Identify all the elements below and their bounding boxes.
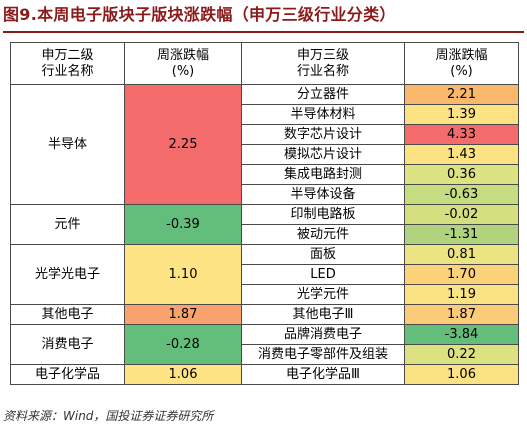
table-row: 半导体材料 1.39 [11, 104, 519, 125]
title-divider [3, 31, 524, 33]
level2-name-cell: 其他电子 [10, 304, 125, 325]
level2-name-cell: 电子化学品 [10, 364, 125, 385]
level3-change-cell: 4.33 [404, 124, 519, 145]
table-row: 光学光电子 1.10 面板 0.81 [10, 244, 519, 305]
level3-name-cell: 模拟芯片设计 [241, 144, 405, 165]
level3-change-cell: -0.02 [404, 204, 519, 225]
level3-name-cell: 光学元件 [241, 284, 405, 305]
level3-name-cell: 半导体材料 [241, 104, 405, 125]
level3-name-cell: 面板 [241, 244, 405, 265]
level2-change-cell: 1.06 [124, 364, 242, 385]
level3-name-cell: 被动元件 [241, 224, 405, 245]
level2-change-cell: -0.28 [124, 324, 242, 365]
level2-name-cell: 半导体 [10, 84, 125, 205]
table-row: 电子化学品 1.06 电子化学品Ⅲ 1.06 [10, 364, 519, 385]
level3-name-cell: 数字芯片设计 [241, 124, 405, 145]
level3-change-cell: 1.06 [404, 364, 519, 385]
level2-change-cell: 1.87 [124, 304, 242, 325]
level3-name-cell: 电子化学品Ⅲ [241, 364, 405, 385]
table-row: 半导体 2.25 分立器件 2.21 [10, 84, 519, 205]
industry-change-table: 申万二级 行业名称 周涨跌幅 (%) 申万三级 行业名称 周涨跌幅 (%) 半导… [10, 42, 519, 385]
header-level2-change: 周涨跌幅 (%) [124, 42, 242, 85]
page-title: 图9.本周电子版块子版块涨跌幅（申万三级行业分类） [3, 5, 396, 24]
level3-name-cell: 品牌消费电子 [241, 324, 405, 345]
source-note: 资料来源：Wind，国投证券证券研究所 [3, 409, 214, 423]
table-row: 集成电路封测 0.36 [11, 164, 519, 185]
level3-change-cell: 0.22 [404, 344, 519, 365]
level3-change-cell: 0.81 [404, 244, 519, 265]
table-row: 数字芯片设计 4.33 [11, 124, 519, 145]
level3-name-cell: 半导体设备 [241, 184, 405, 205]
level3-name-cell: 其他电子Ⅲ [241, 304, 405, 325]
header-level3-name: 申万三级 行业名称 [241, 42, 405, 85]
table-row: 元件 -0.39 印制电路板 -0.02 [10, 204, 519, 245]
table-header-row: 申万二级 行业名称 周涨跌幅 (%) 申万三级 行业名称 周涨跌幅 (%) [10, 42, 519, 85]
table-row: 消费电子 -0.28 品牌消费电子 -3.84 [10, 324, 519, 365]
level3-name-cell: 消费电子零部件及组装 [241, 344, 405, 365]
level3-change-cell: 1.19 [404, 284, 519, 305]
level3-change-cell: 0.36 [404, 164, 519, 185]
level3-change-cell: -3.84 [404, 324, 519, 345]
header-level2-name: 申万二级 行业名称 [10, 42, 125, 85]
level3-change-cell: 1.43 [404, 144, 519, 165]
level2-name-cell: 元件 [10, 204, 125, 245]
level3-change-cell: 1.70 [404, 264, 519, 285]
level3-change-cell: 1.87 [404, 304, 519, 325]
table-row: 被动元件 -1.31 [11, 224, 519, 245]
level3-change-cell: 1.39 [404, 104, 519, 125]
level3-change-cell: -0.63 [404, 184, 519, 205]
level3-change-cell: -1.31 [404, 224, 519, 245]
level2-name-cell: 光学光电子 [10, 244, 125, 305]
level2-name-cell: 消费电子 [10, 324, 125, 365]
level3-change-cell: 2.21 [404, 84, 519, 105]
level2-change-cell: -0.39 [124, 204, 242, 245]
level3-name-cell: 印制电路板 [241, 204, 405, 225]
table-row: LED 1.70 [11, 264, 519, 285]
level3-name-cell: 集成电路封测 [241, 164, 405, 185]
table-row: 其他电子 1.87 其他电子Ⅲ 1.87 [10, 304, 519, 325]
level2-change-cell: 2.25 [124, 84, 242, 205]
header-level3-change: 周涨跌幅 (%) [404, 42, 519, 85]
level3-name-cell: LED [241, 264, 405, 285]
level2-change-cell: 1.10 [124, 244, 242, 305]
level3-name-cell: 分立器件 [241, 84, 405, 105]
table-body: 半导体 2.25 分立器件 2.21 半导体材料 1.39 数字芯片设计 4.33 模拟芯片设计… [10, 84, 519, 385]
